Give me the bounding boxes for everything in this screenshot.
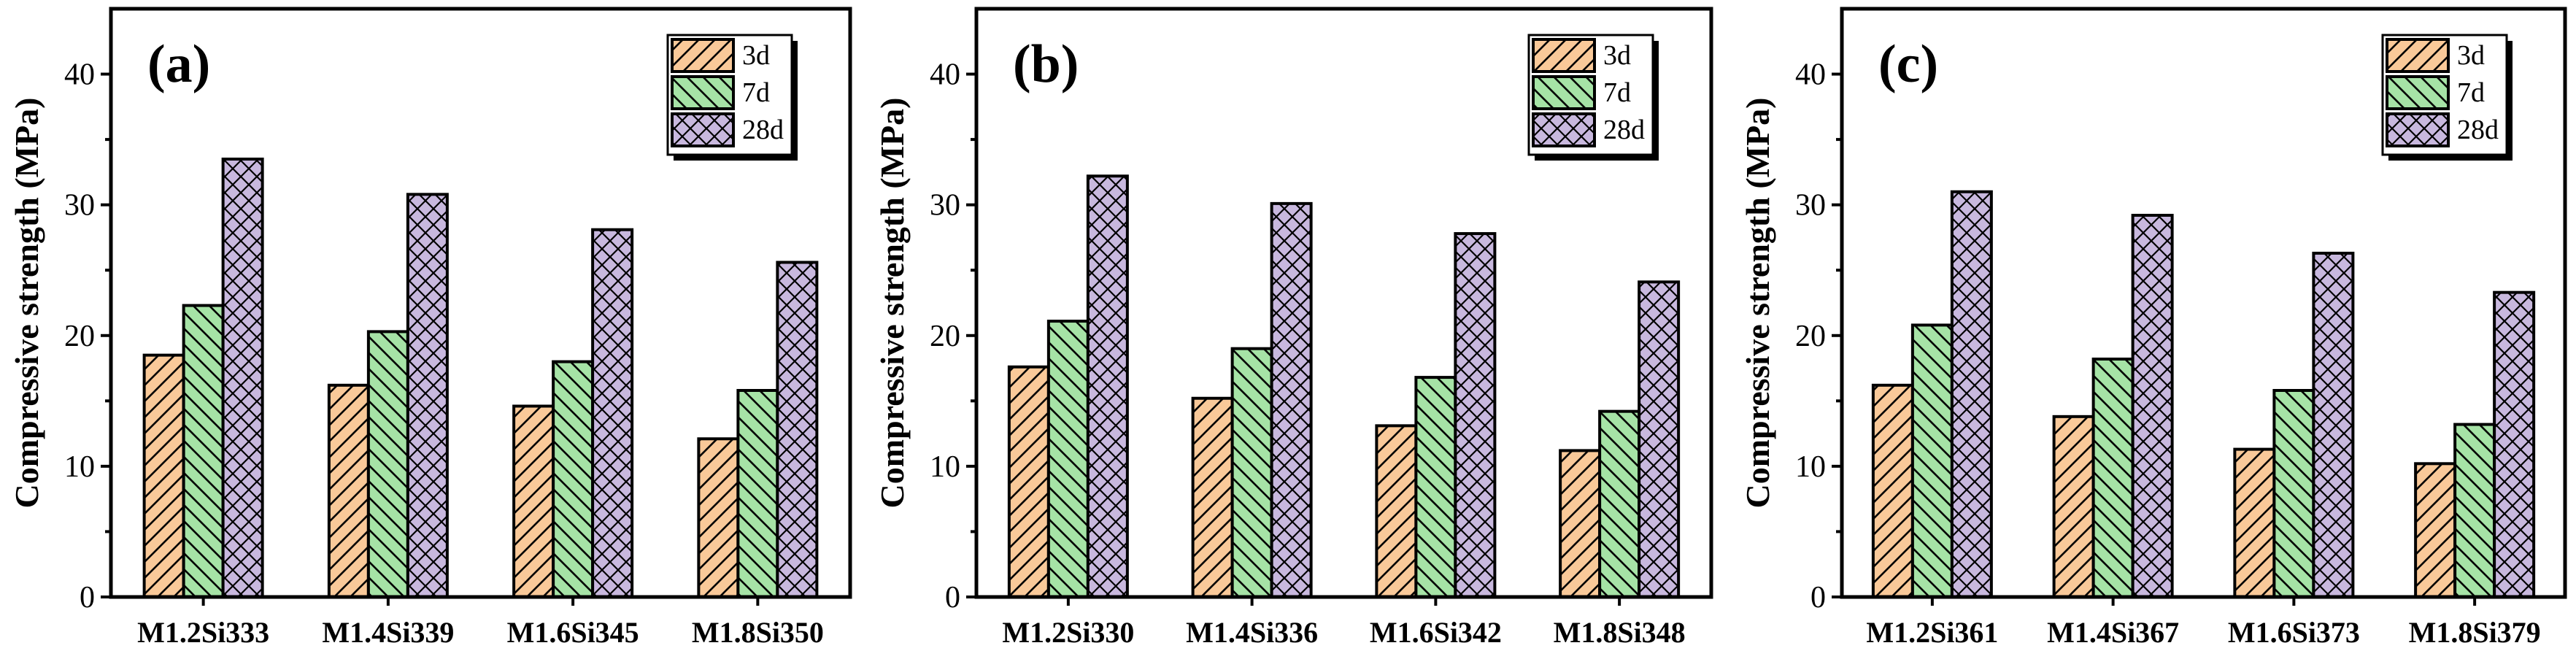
x-tick-label: M1.8Si348 — [1554, 616, 1686, 649]
legend-label-3d: 3d — [1603, 40, 1631, 71]
x-tick-label: M1.6Si342 — [1370, 616, 1502, 649]
bar-7d-M1.6Si373 — [2272, 389, 2315, 598]
x-tick-label: M1.2Si361 — [1866, 616, 1998, 649]
y-axis-title: Compressive strength (MPa) — [874, 98, 911, 509]
bar-3d-M1.4Si339 — [327, 383, 370, 599]
legend-label-7d: 7d — [742, 77, 770, 108]
panel-label: (c) — [1878, 34, 1938, 94]
legend-label-3d: 3d — [2457, 40, 2485, 71]
bar-28d-M1.2Si330 — [1086, 174, 1129, 599]
y-tick-label: 30 — [64, 189, 95, 223]
bar-3d-M1.8Si348 — [1559, 449, 1602, 599]
x-tick-label: M1.2Si333 — [137, 616, 269, 649]
bar-3d-M1.2Si330 — [1007, 365, 1050, 598]
x-tick-label: M1.8Si350 — [692, 616, 824, 649]
y-tick-label: 20 — [64, 320, 95, 353]
panel-label: (b) — [1013, 34, 1079, 94]
bar-3d-M1.4Si367 — [2052, 415, 2095, 598]
chart-panel-2: 0 10 20 30 40 M1.2Si330 M1.4Si336 M1.6Si342 M1.8… — [874, 7, 1713, 649]
bar-28d-M1.4Si339 — [406, 193, 449, 598]
bar-28d-M1.6Si345 — [591, 228, 634, 598]
chart-panel-3: 0 10 20 30 40 M1.2Si361 M1.4Si367 M1.6Si373 M1.8… — [1739, 7, 2567, 649]
bar-28d-M1.4Si336 — [1270, 201, 1313, 598]
y-tick-label: 20 — [1795, 320, 1826, 353]
x-tick-label: M1.6Si345 — [507, 616, 639, 649]
bar-3d-M1.6Si373 — [2233, 447, 2276, 598]
bar-28d-M1.2Si361 — [1950, 190, 1993, 598]
bar-28d-M1.2Si333 — [221, 157, 264, 598]
bar-7d-M1.8Si350 — [736, 389, 779, 598]
bar-3d-M1.8Si350 — [697, 437, 740, 599]
bar-7d-M1.4Si336 — [1230, 347, 1273, 598]
bar-7d-M1.4Si339 — [366, 330, 409, 598]
legend: 3d 7d 28d — [1527, 34, 1659, 161]
bar-28d-M1.8Si350 — [776, 261, 819, 598]
bar-7d-M1.2Si361 — [1910, 323, 1954, 598]
bar-7d-M1.2Si333 — [182, 304, 225, 598]
y-tick-label: 20 — [930, 320, 960, 353]
panel-label: (a) — [147, 34, 210, 94]
bar-7d-M1.4Si367 — [2091, 358, 2135, 598]
y-tick-label: 40 — [1795, 58, 1826, 92]
bar-28d-M1.6Si373 — [2312, 251, 2355, 598]
legend-label-28d: 28d — [1603, 115, 1645, 145]
legend: 3d 7d 28d — [666, 34, 798, 161]
bar-3d-M1.2Si333 — [142, 353, 185, 598]
legend-label-7d: 7d — [2457, 77, 2485, 108]
x-tick-label: M1.6Si373 — [2228, 616, 2360, 649]
y-axis-title: Compressive strength (MPa) — [1739, 98, 1776, 509]
x-tick-label: M1.4Si336 — [1186, 616, 1318, 649]
legend-swatch-7d — [1532, 75, 1596, 110]
x-tick-label: M1.4Si339 — [322, 616, 454, 649]
legend-swatch-28d — [671, 112, 735, 147]
bar-7d-M1.6Si342 — [1414, 376, 1457, 598]
y-tick-label: 40 — [930, 58, 960, 92]
bar-28d-M1.4Si367 — [2131, 213, 2174, 598]
bar-3d-M1.4Si336 — [1191, 396, 1234, 598]
legend-swatch-7d — [671, 75, 735, 110]
legend-swatch-3d — [2386, 38, 2450, 73]
x-tick-label: M1.4Si367 — [2047, 616, 2179, 649]
bar-28d-M1.8Si348 — [1638, 280, 1681, 598]
legend-swatch-28d — [1532, 112, 1596, 147]
chart-panel-1: 0 10 20 30 40 M1.2Si333 M1.4Si339 M1.6Si345 M1.8… — [8, 7, 852, 649]
bar-7d-M1.8Si348 — [1598, 409, 1641, 599]
bar-3d-M1.2Si361 — [1871, 383, 1914, 599]
legend-swatch-28d — [2386, 112, 2450, 147]
y-axis-title: Compressive strength (MPa) — [8, 98, 45, 509]
bar-7d-M1.6Si345 — [552, 360, 595, 598]
y-tick-label: 10 — [1795, 450, 1826, 484]
plot-frame — [1840, 7, 2567, 599]
bar-28d-M1.8Si379 — [2493, 290, 2536, 598]
bar-3d-M1.6Si342 — [1375, 424, 1418, 598]
bar-7d-M1.2Si330 — [1046, 320, 1090, 598]
legend-label-3d: 3d — [742, 40, 770, 71]
y-tick-label: 40 — [64, 58, 95, 92]
legend-swatch-7d — [2386, 75, 2450, 110]
legend-swatch-3d — [1532, 38, 1596, 73]
y-tick-label: 0 — [80, 581, 95, 614]
bar-28d-M1.6Si342 — [1454, 232, 1497, 598]
bar-7d-M1.8Si379 — [2453, 423, 2496, 598]
legend-label-7d: 7d — [1603, 77, 1631, 108]
bar-3d-M1.6Si345 — [512, 404, 555, 599]
bar-3d-M1.8Si379 — [2414, 462, 2457, 598]
legend-swatch-3d — [671, 38, 735, 73]
y-tick-label: 0 — [945, 581, 960, 614]
legend: 3d 7d 28d — [2381, 34, 2513, 161]
plot-frame — [974, 7, 1713, 599]
plot-frame — [109, 7, 852, 599]
y-tick-label: 30 — [1795, 189, 1826, 223]
y-tick-label: 0 — [1810, 581, 1826, 614]
y-tick-label: 10 — [64, 450, 95, 484]
x-tick-label: M1.8Si379 — [2409, 616, 2541, 649]
x-tick-label: M1.2Si330 — [1002, 616, 1134, 649]
legend-label-28d: 28d — [2457, 115, 2499, 145]
y-tick-label: 30 — [930, 189, 960, 223]
y-tick-label: 10 — [930, 450, 960, 484]
legend-label-28d: 28d — [742, 115, 784, 145]
